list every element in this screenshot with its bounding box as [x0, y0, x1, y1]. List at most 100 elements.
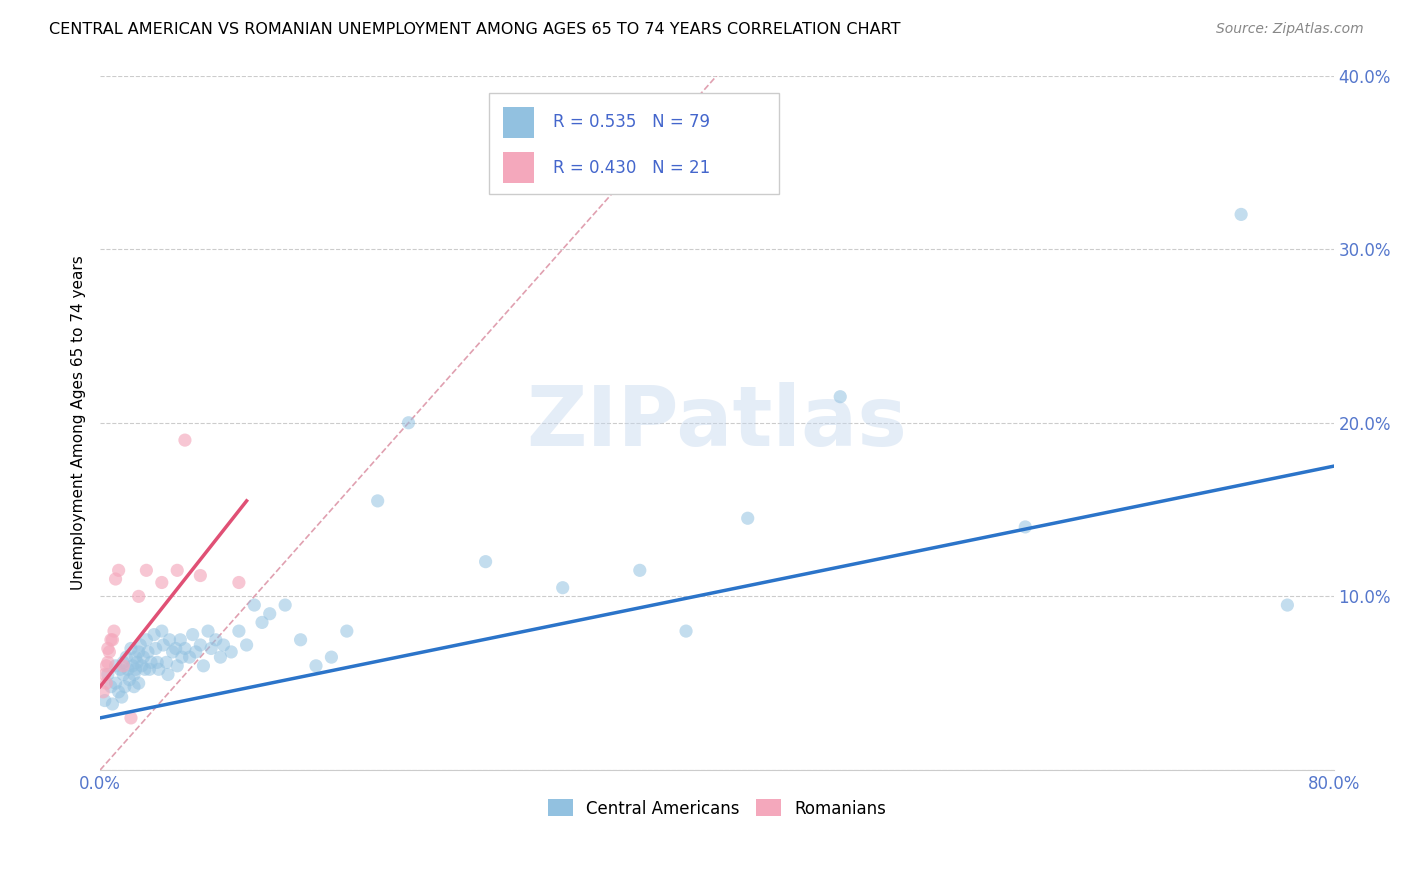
Point	[243, 598, 266, 612]
Point	[135, 563, 157, 577]
Point	[97, 667, 120, 681]
Point	[737, 511, 759, 525]
Point	[136, 645, 159, 659]
Point	[204, 632, 226, 647]
Point	[1014, 520, 1036, 534]
Point	[146, 656, 169, 670]
Point	[152, 638, 174, 652]
Point	[174, 641, 197, 656]
Point	[179, 650, 201, 665]
Point	[188, 638, 211, 652]
Point	[305, 658, 328, 673]
Point	[228, 624, 250, 639]
Point	[100, 680, 122, 694]
Point	[830, 390, 852, 404]
Point	[181, 627, 204, 641]
Point	[209, 650, 232, 665]
Point	[107, 685, 129, 699]
Point	[97, 656, 120, 670]
Point	[336, 624, 359, 639]
Text: R = 0.430   N = 21: R = 0.430 N = 21	[553, 159, 710, 177]
Point	[121, 658, 143, 673]
Point	[94, 667, 117, 681]
Point	[143, 627, 166, 641]
Point	[128, 676, 150, 690]
Point	[145, 641, 167, 656]
Point	[128, 645, 150, 659]
Point	[135, 632, 157, 647]
Point	[169, 632, 191, 647]
Point	[124, 662, 146, 676]
Text: Source: ZipAtlas.com: Source: ZipAtlas.com	[1216, 22, 1364, 37]
Point	[197, 624, 219, 639]
FancyBboxPatch shape	[503, 107, 534, 138]
Point	[94, 693, 117, 707]
Point	[474, 555, 496, 569]
Point	[100, 632, 122, 647]
Point	[98, 645, 121, 659]
Point	[114, 680, 136, 694]
Point	[200, 641, 222, 656]
Point	[155, 656, 177, 670]
Point	[250, 615, 273, 630]
Point	[101, 632, 124, 647]
Text: CENTRAL AMERICAN VS ROMANIAN UNEMPLOYMENT AMONG AGES 65 TO 74 YEARS CORRELATION : CENTRAL AMERICAN VS ROMANIAN UNEMPLOYMEN…	[49, 22, 901, 37]
Point	[166, 563, 188, 577]
FancyBboxPatch shape	[489, 93, 779, 194]
Point	[1277, 598, 1299, 612]
Point	[120, 641, 142, 656]
Point	[1230, 207, 1253, 221]
Point	[104, 658, 127, 673]
Point	[101, 697, 124, 711]
Point	[124, 650, 146, 665]
Point	[159, 632, 181, 647]
Point	[184, 645, 207, 659]
Point	[166, 658, 188, 673]
Point	[290, 632, 312, 647]
Point	[131, 658, 153, 673]
Point	[112, 656, 135, 670]
FancyBboxPatch shape	[503, 152, 534, 183]
Point	[193, 658, 215, 673]
Point	[118, 673, 141, 687]
Point	[132, 650, 155, 665]
Point	[148, 662, 170, 676]
Point	[367, 494, 389, 508]
Point	[219, 645, 242, 659]
Point	[103, 624, 125, 639]
Point	[274, 598, 297, 612]
Point	[115, 650, 138, 665]
Point	[165, 641, 187, 656]
Text: ZIPatlas: ZIPatlas	[526, 383, 907, 463]
Point	[96, 658, 118, 673]
Y-axis label: Unemployment Among Ages 65 to 74 years: Unemployment Among Ages 65 to 74 years	[72, 255, 86, 591]
Point	[170, 650, 193, 665]
Point	[174, 433, 197, 447]
Point	[120, 711, 142, 725]
Point	[91, 685, 114, 699]
Point	[188, 568, 211, 582]
Point	[321, 650, 343, 665]
Point	[156, 667, 179, 681]
Point	[117, 662, 139, 676]
Point	[112, 658, 135, 673]
Point	[675, 624, 697, 639]
Point	[235, 638, 257, 652]
Legend: Central Americans, Romanians: Central Americans, Romanians	[541, 793, 893, 824]
Point	[138, 662, 160, 676]
Text: R = 0.535   N = 79: R = 0.535 N = 79	[553, 113, 710, 131]
Point	[127, 656, 149, 670]
Point	[128, 590, 150, 604]
Point	[107, 563, 129, 577]
Point	[122, 680, 145, 694]
Point	[150, 624, 173, 639]
Point	[108, 662, 131, 676]
Point	[398, 416, 420, 430]
Point	[104, 676, 127, 690]
Point	[259, 607, 281, 621]
Point	[162, 645, 184, 659]
Point	[134, 662, 156, 676]
Point	[150, 575, 173, 590]
Point	[97, 641, 120, 656]
Point	[228, 575, 250, 590]
